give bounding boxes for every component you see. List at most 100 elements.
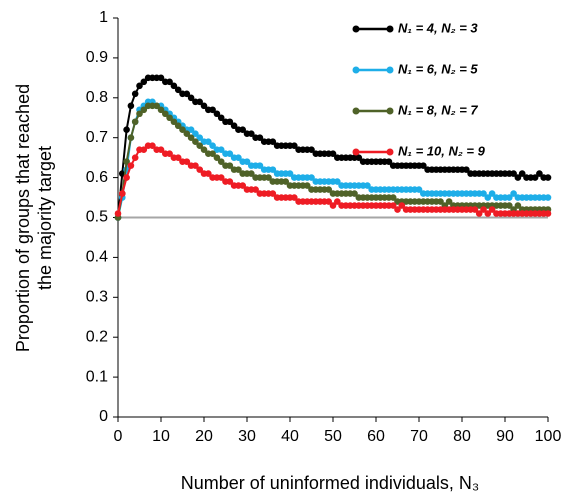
- marker: [308, 174, 315, 181]
- legend-marker: [352, 148, 360, 156]
- x-tick-label: 100: [535, 428, 562, 445]
- marker: [170, 82, 178, 90]
- marker: [127, 162, 135, 169]
- marker: [235, 166, 242, 173]
- marker: [217, 158, 225, 165]
- legend-marker: [352, 107, 360, 115]
- marker: [291, 194, 298, 201]
- marker: [213, 110, 221, 118]
- marker: [140, 106, 148, 114]
- marker: [544, 194, 552, 201]
- marker: [123, 126, 130, 134]
- marker: [269, 138, 277, 145]
- legend-marker: [386, 107, 394, 115]
- marker: [226, 162, 234, 169]
- y-tick-label: 0.8: [86, 89, 108, 106]
- marker: [248, 170, 255, 177]
- legend-label: N₁ = 10, N₂ = 9: [398, 143, 486, 158]
- marker: [334, 178, 341, 185]
- marker: [174, 122, 182, 130]
- marker: [420, 162, 427, 169]
- marker: [179, 126, 186, 134]
- marker: [140, 146, 148, 153]
- marker: [510, 190, 517, 197]
- marker: [510, 170, 517, 177]
- legend-marker: [352, 66, 360, 74]
- legend-label: N₁ = 4, N₂ = 3: [398, 20, 478, 35]
- legend-label: N₁ = 8, N₂ = 7: [398, 102, 478, 117]
- marker: [183, 158, 191, 165]
- marker: [200, 146, 208, 153]
- y-tick-label: 0.6: [86, 169, 108, 186]
- legend-marker: [386, 148, 394, 156]
- marker: [196, 134, 203, 141]
- y-axis-label: Proportion of groups that reached the ma…: [13, 84, 55, 352]
- marker: [162, 110, 169, 118]
- x-tick-label: 10: [152, 428, 170, 445]
- marker: [140, 78, 148, 86]
- marker: [389, 194, 397, 201]
- marker: [518, 170, 526, 177]
- marker: [334, 198, 341, 205]
- marker: [488, 190, 496, 197]
- x-tick-label: 80: [453, 428, 471, 445]
- marker: [226, 150, 234, 157]
- marker: [544, 210, 552, 217]
- marker: [445, 198, 453, 205]
- marker: [308, 146, 315, 153]
- marker: [544, 174, 552, 181]
- marker: [484, 210, 492, 217]
- legend-label: N₁ = 6, N₂ = 5: [398, 61, 478, 76]
- marker: [217, 114, 225, 122]
- marker: [131, 118, 139, 126]
- marker: [136, 110, 143, 118]
- marker: [166, 114, 173, 122]
- marker: [389, 202, 397, 209]
- y-tick-label: 0.1: [86, 368, 108, 385]
- y-tick-label: 0.9: [86, 49, 108, 66]
- marker: [217, 174, 225, 181]
- marker: [506, 194, 513, 201]
- x-axis-label: Number of uninformed individuals, N₃: [181, 473, 479, 493]
- x-tick-label: 30: [238, 428, 256, 445]
- marker: [325, 198, 333, 205]
- y-tick-label: 0.4: [86, 249, 108, 266]
- marker: [209, 142, 216, 149]
- marker: [213, 154, 221, 161]
- marker: [239, 126, 246, 134]
- y-axis-label-line: the majority target: [35, 146, 55, 290]
- marker: [475, 210, 483, 217]
- marker: [192, 138, 199, 145]
- marker: [217, 146, 225, 153]
- marker: [209, 106, 216, 114]
- marker: [536, 170, 543, 177]
- marker: [325, 186, 333, 193]
- marker: [183, 130, 191, 138]
- legend-marker: [386, 25, 394, 33]
- legend-marker: [352, 25, 360, 33]
- marker: [269, 190, 277, 197]
- marker: [248, 130, 255, 138]
- marker: [256, 162, 264, 169]
- marker: [269, 166, 277, 173]
- marker: [157, 106, 165, 114]
- marker: [303, 182, 311, 189]
- marker: [265, 174, 272, 181]
- marker: [235, 154, 242, 161]
- marker: [131, 90, 139, 98]
- marker: [123, 158, 130, 165]
- marker: [531, 174, 539, 181]
- y-tick-label: 0.7: [86, 129, 108, 146]
- marker: [209, 150, 216, 157]
- marker: [205, 170, 212, 177]
- marker: [174, 86, 182, 94]
- marker: [480, 206, 487, 213]
- marker: [166, 150, 173, 157]
- marker: [484, 194, 492, 201]
- y-axis-label-line: Proportion of groups that reached: [13, 84, 33, 352]
- x-tick-label: 20: [195, 428, 213, 445]
- marker: [157, 146, 165, 153]
- marker: [183, 90, 191, 98]
- marker: [282, 178, 290, 185]
